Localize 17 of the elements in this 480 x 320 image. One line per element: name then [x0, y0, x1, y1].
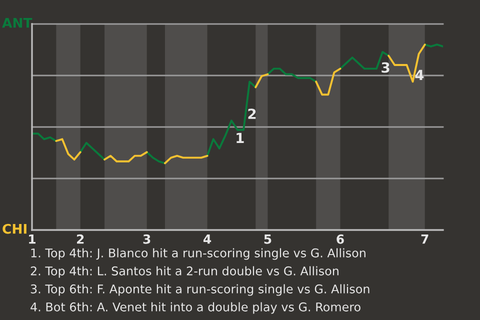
annotation: 3	[382, 62, 390, 73]
x-tick-label: 5	[264, 234, 272, 244]
annotation: 2	[248, 108, 256, 119]
x-tick-label: 4	[203, 234, 212, 244]
text: ANT	[2, 18, 32, 28]
annotation: 1	[236, 132, 244, 143]
text: 1. Top 4th: J. Blanco hit a run-scoring single vs G. Allison	[31, 248, 366, 260]
text: 2. Top 4th: L. Santos hit a 2-run double vs G. Allison	[30, 266, 338, 278]
annotation: 4	[415, 70, 424, 80]
text: 3. Top 6th: F. Aponte hit a run-scoring single vs G. Allison	[30, 284, 370, 296]
text: CHI	[2, 224, 26, 234]
x-tick-label: 6	[336, 234, 344, 244]
x-tick-label: 1	[29, 234, 36, 244]
x-tick-label: 3	[143, 234, 150, 244]
text: 4. Bot 6th: A. Venet hit into a double play vs G. Romero	[30, 302, 360, 314]
x-tick-label: 7	[421, 234, 428, 244]
x-tick-label: 2	[76, 234, 84, 244]
